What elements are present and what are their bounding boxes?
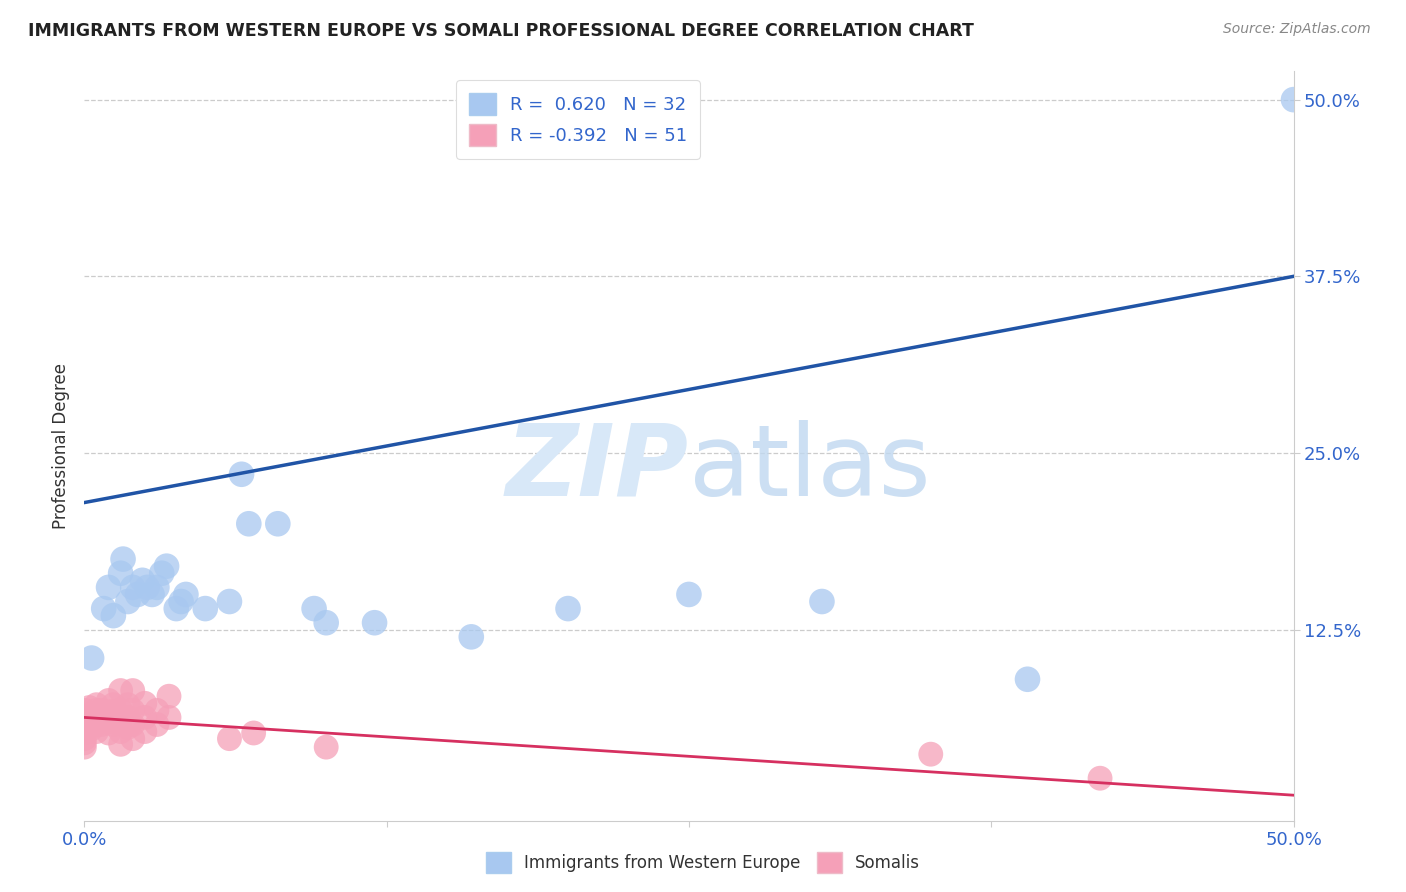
Point: [97, 693, 120, 707]
Point: [97, 726, 120, 740]
Point: [238, 516, 260, 531]
Point: [80, 714, 103, 729]
Point: [86, 703, 108, 717]
Point: [242, 726, 264, 740]
Point: [121, 683, 143, 698]
Point: [315, 615, 337, 630]
Point: [121, 717, 143, 731]
Point: [86, 698, 108, 712]
Point: [110, 724, 132, 739]
Point: [315, 740, 337, 755]
Point: [363, 615, 385, 630]
Legend: Immigrants from Western Europe, Somalis: Immigrants from Western Europe, Somalis: [479, 846, 927, 880]
Text: ZIP: ZIP: [506, 420, 689, 517]
Point: [146, 717, 169, 731]
Point: [678, 587, 700, 601]
Point: [73, 703, 96, 717]
Point: [131, 574, 153, 588]
Point: [557, 601, 579, 615]
Point: [80, 651, 103, 665]
Point: [110, 703, 132, 717]
Point: [460, 630, 482, 644]
Point: [86, 717, 108, 731]
Point: [97, 580, 120, 594]
Point: [90, 703, 112, 717]
Y-axis label: Professional Degree: Professional Degree: [52, 363, 70, 529]
Point: [110, 737, 132, 751]
Point: [157, 710, 180, 724]
Point: [121, 580, 143, 594]
Point: [134, 710, 156, 724]
Point: [1017, 673, 1039, 687]
Point: [121, 731, 143, 746]
Point: [157, 690, 180, 704]
Point: [86, 724, 108, 739]
Point: [117, 594, 139, 608]
Point: [93, 601, 115, 615]
Point: [811, 594, 834, 608]
Point: [150, 566, 173, 581]
Point: [73, 717, 96, 731]
Point: [73, 722, 96, 736]
Point: [302, 601, 325, 615]
Point: [117, 710, 139, 724]
Point: [1282, 93, 1305, 107]
Point: [110, 566, 132, 581]
Point: [77, 700, 100, 714]
Text: atlas: atlas: [689, 420, 931, 517]
Point: [112, 552, 135, 566]
Point: [103, 705, 125, 719]
Point: [73, 740, 96, 755]
Point: [97, 714, 120, 729]
Point: [110, 712, 132, 726]
Point: [117, 720, 139, 734]
Point: [90, 717, 112, 731]
Point: [146, 703, 169, 717]
Point: [73, 726, 96, 740]
Point: [165, 601, 187, 615]
Point: [80, 707, 103, 722]
Point: [170, 594, 193, 608]
Point: [231, 467, 253, 482]
Point: [97, 705, 120, 719]
Point: [110, 683, 132, 698]
Point: [920, 747, 942, 762]
Point: [73, 736, 96, 750]
Point: [73, 731, 96, 746]
Point: [127, 587, 149, 601]
Point: [90, 710, 112, 724]
Legend: R =  0.620   N = 32, R = -0.392   N = 51: R = 0.620 N = 32, R = -0.392 N = 51: [456, 80, 700, 159]
Point: [103, 698, 125, 712]
Text: Source: ZipAtlas.com: Source: ZipAtlas.com: [1223, 22, 1371, 37]
Point: [134, 724, 156, 739]
Point: [155, 559, 177, 574]
Point: [146, 580, 169, 594]
Point: [80, 722, 103, 736]
Point: [134, 696, 156, 710]
Point: [1088, 771, 1111, 785]
Point: [103, 608, 125, 623]
Text: IMMIGRANTS FROM WESTERN EUROPE VS SOMALI PROFESSIONAL DEGREE CORRELATION CHART: IMMIGRANTS FROM WESTERN EUROPE VS SOMALI…: [28, 22, 974, 40]
Point: [136, 580, 159, 594]
Point: [218, 594, 240, 608]
Point: [218, 731, 240, 746]
Point: [86, 710, 108, 724]
Point: [117, 698, 139, 712]
Point: [267, 516, 290, 531]
Point: [103, 717, 125, 731]
Point: [141, 587, 163, 601]
Point: [73, 710, 96, 724]
Point: [174, 587, 197, 601]
Point: [121, 703, 143, 717]
Point: [194, 601, 217, 615]
